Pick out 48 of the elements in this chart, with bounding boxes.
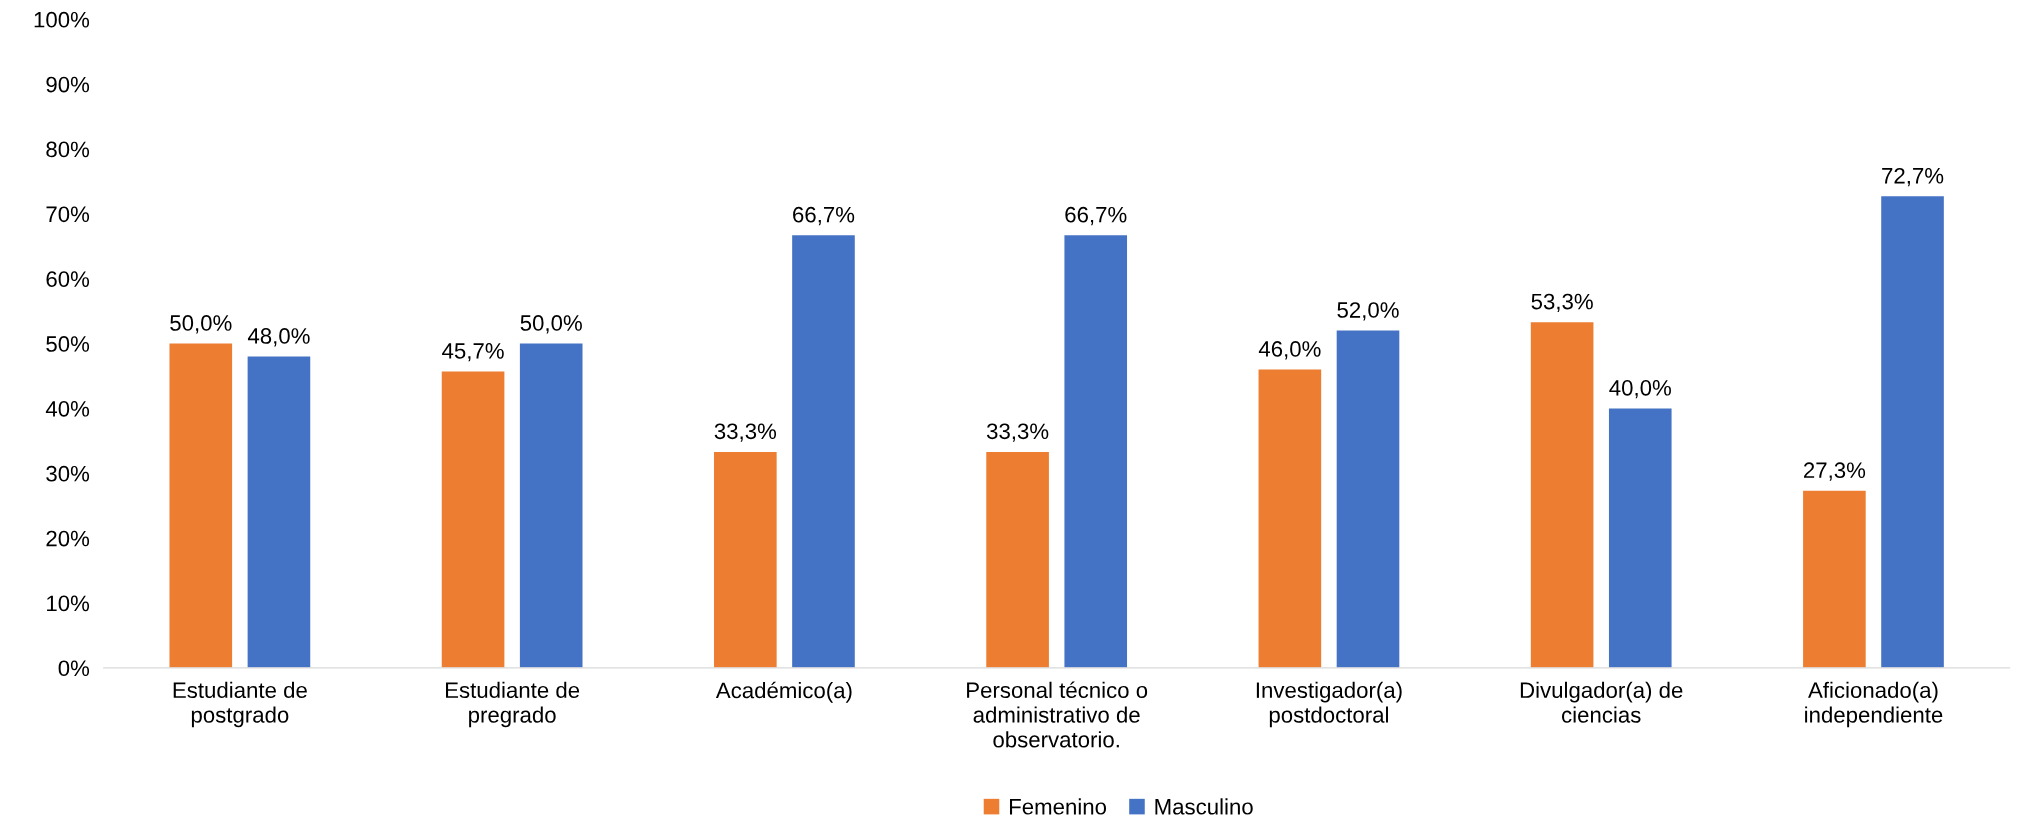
data-label: 53,3%: [1531, 293, 1593, 313]
y-tick-label: 40%: [45, 400, 90, 417]
y-tick-label: 60%: [46, 271, 90, 287]
legend-label: Femenino: [1009, 798, 1107, 815]
x-tick-label: Investigador(a) postdoctoral: [1256, 681, 1402, 728]
y-tick-label: 100%: [34, 11, 90, 28]
data-label: 45,7%: [442, 343, 504, 362]
data-label: 48,0%: [247, 328, 310, 347]
x-tick-label: Estudiante de postgrado: [173, 681, 307, 728]
bar: [1881, 196, 1944, 668]
data-label: 52,0%: [1337, 302, 1399, 321]
bar: [1803, 490, 1866, 668]
y-tick-label: 20%: [46, 530, 90, 547]
bar: [1608, 408, 1672, 668]
bar: [1258, 369, 1322, 668]
y-tick-label: 30%: [46, 465, 90, 482]
bar: [247, 356, 311, 668]
x-tick-label: Personal técnico o administrativo de observatorio.: [967, 681, 1148, 748]
bar: [441, 371, 505, 668]
bar: [519, 343, 583, 668]
bar: [986, 451, 1049, 668]
bar: [1336, 330, 1400, 668]
data-label: 66,7%: [1065, 206, 1127, 226]
x-tick-label: Divulgador(a) de ciencias: [1520, 681, 1683, 723]
x-tick-label: Aficionado(a) independiente: [1805, 681, 1943, 728]
y-tick-label: 70%: [46, 206, 90, 223]
bar: [792, 235, 855, 668]
y-tick-label: 0%: [58, 660, 90, 677]
data-label: 40,0%: [1609, 379, 1671, 399]
y-tick-label: 50%: [46, 336, 90, 352]
data-label: 33,3%: [986, 423, 1049, 442]
y-tick-label: 90%: [46, 76, 90, 93]
data-label: 50,0%: [520, 315, 582, 334]
data-label: 66,7%: [793, 206, 855, 226]
y-tick-label: 10%: [47, 595, 90, 612]
data-label: 50,0%: [170, 315, 232, 334]
data-label: 27,3%: [1804, 462, 1866, 481]
bar: [1530, 322, 1594, 668]
x-tick-label: Académico(a): [715, 681, 852, 703]
legend-label: Masculino: [1155, 798, 1253, 815]
bar: [1064, 235, 1128, 668]
data-label: 72,7%: [1882, 167, 1944, 187]
data-label: 33,3%: [714, 423, 777, 442]
data-label: 46,0%: [1258, 341, 1321, 360]
y-tick-label: 80%: [46, 141, 90, 158]
bar: [169, 343, 233, 668]
bar: [714, 451, 777, 668]
x-tick-label: Estudiante de pregrado: [446, 681, 580, 728]
